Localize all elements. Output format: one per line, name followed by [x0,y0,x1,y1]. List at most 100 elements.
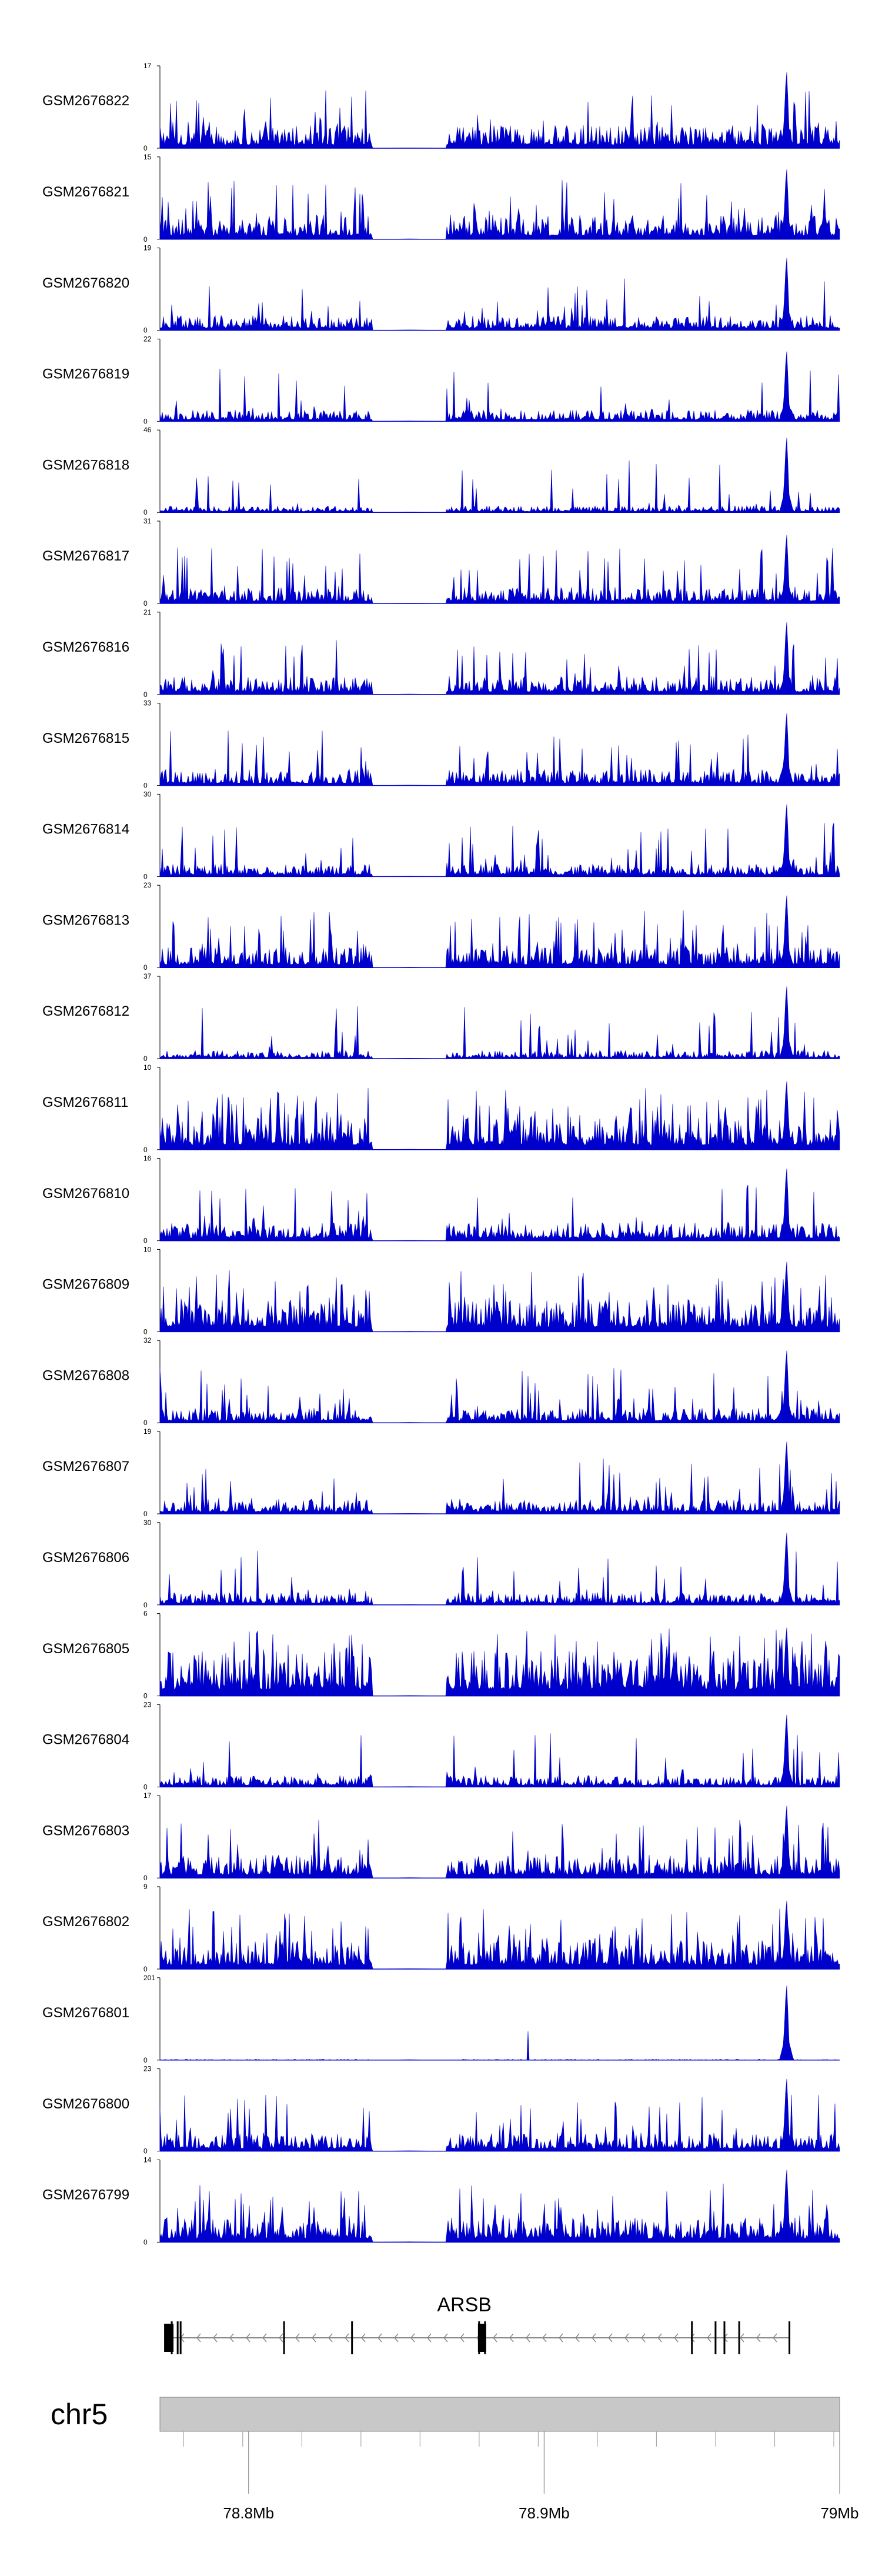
coverage-area [159,72,840,149]
y-tick-max-label: 23 [143,1700,152,1709]
track-label: GSM2676818 [42,457,129,473]
strand-chevron [559,2333,563,2343]
track-label: GSM2676816 [42,639,129,655]
y-tick-zero-label: 0 [143,235,148,243]
track-GSM2676801: GSM2676801 201 0 [42,1974,840,2064]
exon [176,2321,179,2354]
track-label: GSM2676802 [42,1914,129,1930]
y-tick-max-label: 23 [143,881,152,889]
y-tick-max-label: 31 [143,517,152,525]
exon [738,2321,740,2354]
strand-chevron [410,2333,415,2343]
coverage-area [159,535,840,604]
track-label: GSM2676803 [42,1823,129,1838]
coverage-area [159,1900,840,1970]
track-GSM2676807: GSM2676807 19 0 [42,1427,840,1518]
track-label: GSM2676815 [42,730,129,746]
coverage-area [159,1806,840,1878]
track-label: GSM2676819 [42,366,129,382]
y-tick-max-label: 21 [143,608,152,616]
coverage-area [159,1627,840,1696]
strand-chevron [773,2333,777,2343]
strand-chevron [443,2333,448,2343]
y-tick-max-label: 46 [143,426,152,434]
track-GSM2676805: GSM2676805 6 0 [42,1610,840,1700]
track-GSM2676815: GSM2676815 33 0 [42,699,840,790]
strand-chevron [509,2333,514,2343]
coverage-area [159,1168,840,1241]
track-label: GSM2676811 [42,1095,128,1110]
y-tick-max-label: 33 [143,699,152,708]
coverage-area [159,1533,840,1606]
y-tick-max-label: 16 [143,1154,152,1163]
track-label: GSM2676804 [42,1732,129,1748]
track-GSM2676818: GSM2676818 46 0 [42,426,840,516]
coverage-area [159,258,840,331]
track-label: GSM2676809 [42,1277,129,1293]
y-tick-zero-label: 0 [143,1327,148,1336]
exon [171,2321,173,2354]
y-tick-zero-label: 0 [143,1874,148,1882]
track-label: GSM2676808 [42,1367,129,1383]
scale-tick-label: 79Mb [820,2504,858,2522]
coverage-area [159,2170,840,2243]
strand-chevron [740,2333,744,2343]
y-tick-zero-label: 0 [143,1419,148,1427]
y-tick-max-label: 10 [143,1063,152,1072]
exon [179,2321,182,2354]
strand-chevron [690,2333,695,2343]
exon [484,2321,486,2354]
track-label: GSM2676821 [42,184,129,200]
coverage-tracks: GSM2676822170GSM2676821150GSM2676820190G… [42,62,840,2246]
y-tick-zero-label: 0 [143,1055,148,1063]
y-tick-max-label: 19 [143,244,152,252]
track-label: GSM2676814 [42,822,129,837]
strand-chevron [361,2333,366,2343]
strand-chevron [262,2333,267,2343]
y-tick-max-label: 22 [143,335,152,343]
y-tick-max-label: 30 [143,1519,152,1527]
y-tick-max-label: 32 [143,1336,152,1344]
track-GSM2676821: GSM2676821 15 0 [42,153,840,243]
gene-label: ARSB [437,2294,492,2316]
coverage-area [159,438,840,513]
coverage-area [159,1262,840,1332]
exon [714,2321,717,2354]
y-tick-max-label: 17 [143,1791,152,1800]
y-tick-zero-label: 0 [143,872,148,880]
strand-chevron [295,2333,300,2343]
strand-chevron [526,2333,530,2343]
coverage-area [159,1714,840,1787]
y-tick-zero-label: 0 [143,144,148,152]
exon [477,2324,486,2352]
strand-chevron [427,2333,432,2343]
y-tick-zero-label: 0 [143,690,148,699]
strand-chevron [641,2333,646,2343]
y-tick-zero-label: 0 [143,2056,148,2064]
coverage-area [159,351,840,422]
y-tick-zero-label: 0 [143,2238,148,2246]
genome-scale-axis: 78.8Mb 78.9Mb 79Mb [160,2431,859,2522]
track-label: GSM2676805 [42,1641,129,1657]
y-tick-max-label: 14 [143,2155,152,2164]
strand-chevron [674,2333,679,2343]
strand-chevron [608,2333,613,2343]
track-label: GSM2676820 [42,275,129,291]
track-label: GSM2676801 [42,2005,129,2021]
y-tick-max-label: 6 [143,1610,148,1618]
coverage-area [159,1081,840,1150]
track-label: GSM2676810 [42,1186,129,1202]
coverage-area [159,2078,840,2151]
track-GSM2676819: GSM2676819 22 0 [42,335,840,425]
strand-chevron [213,2333,218,2343]
coverage-area [159,1442,840,1514]
track-GSM2676803: GSM2676803 17 0 [42,1791,840,1882]
track-GSM2676808: GSM2676808 32 0 [42,1336,840,1427]
y-tick-zero-label: 0 [143,1237,148,1245]
track-GSM2676800: GSM2676800 23 0 [42,2065,840,2155]
track-GSM2676812: GSM2676812 37 0 [42,972,840,1063]
y-tick-max-label: 37 [143,972,152,980]
y-tick-zero-label: 0 [143,417,148,425]
track-GSM2676816: GSM2676816 21 0 [42,608,840,699]
